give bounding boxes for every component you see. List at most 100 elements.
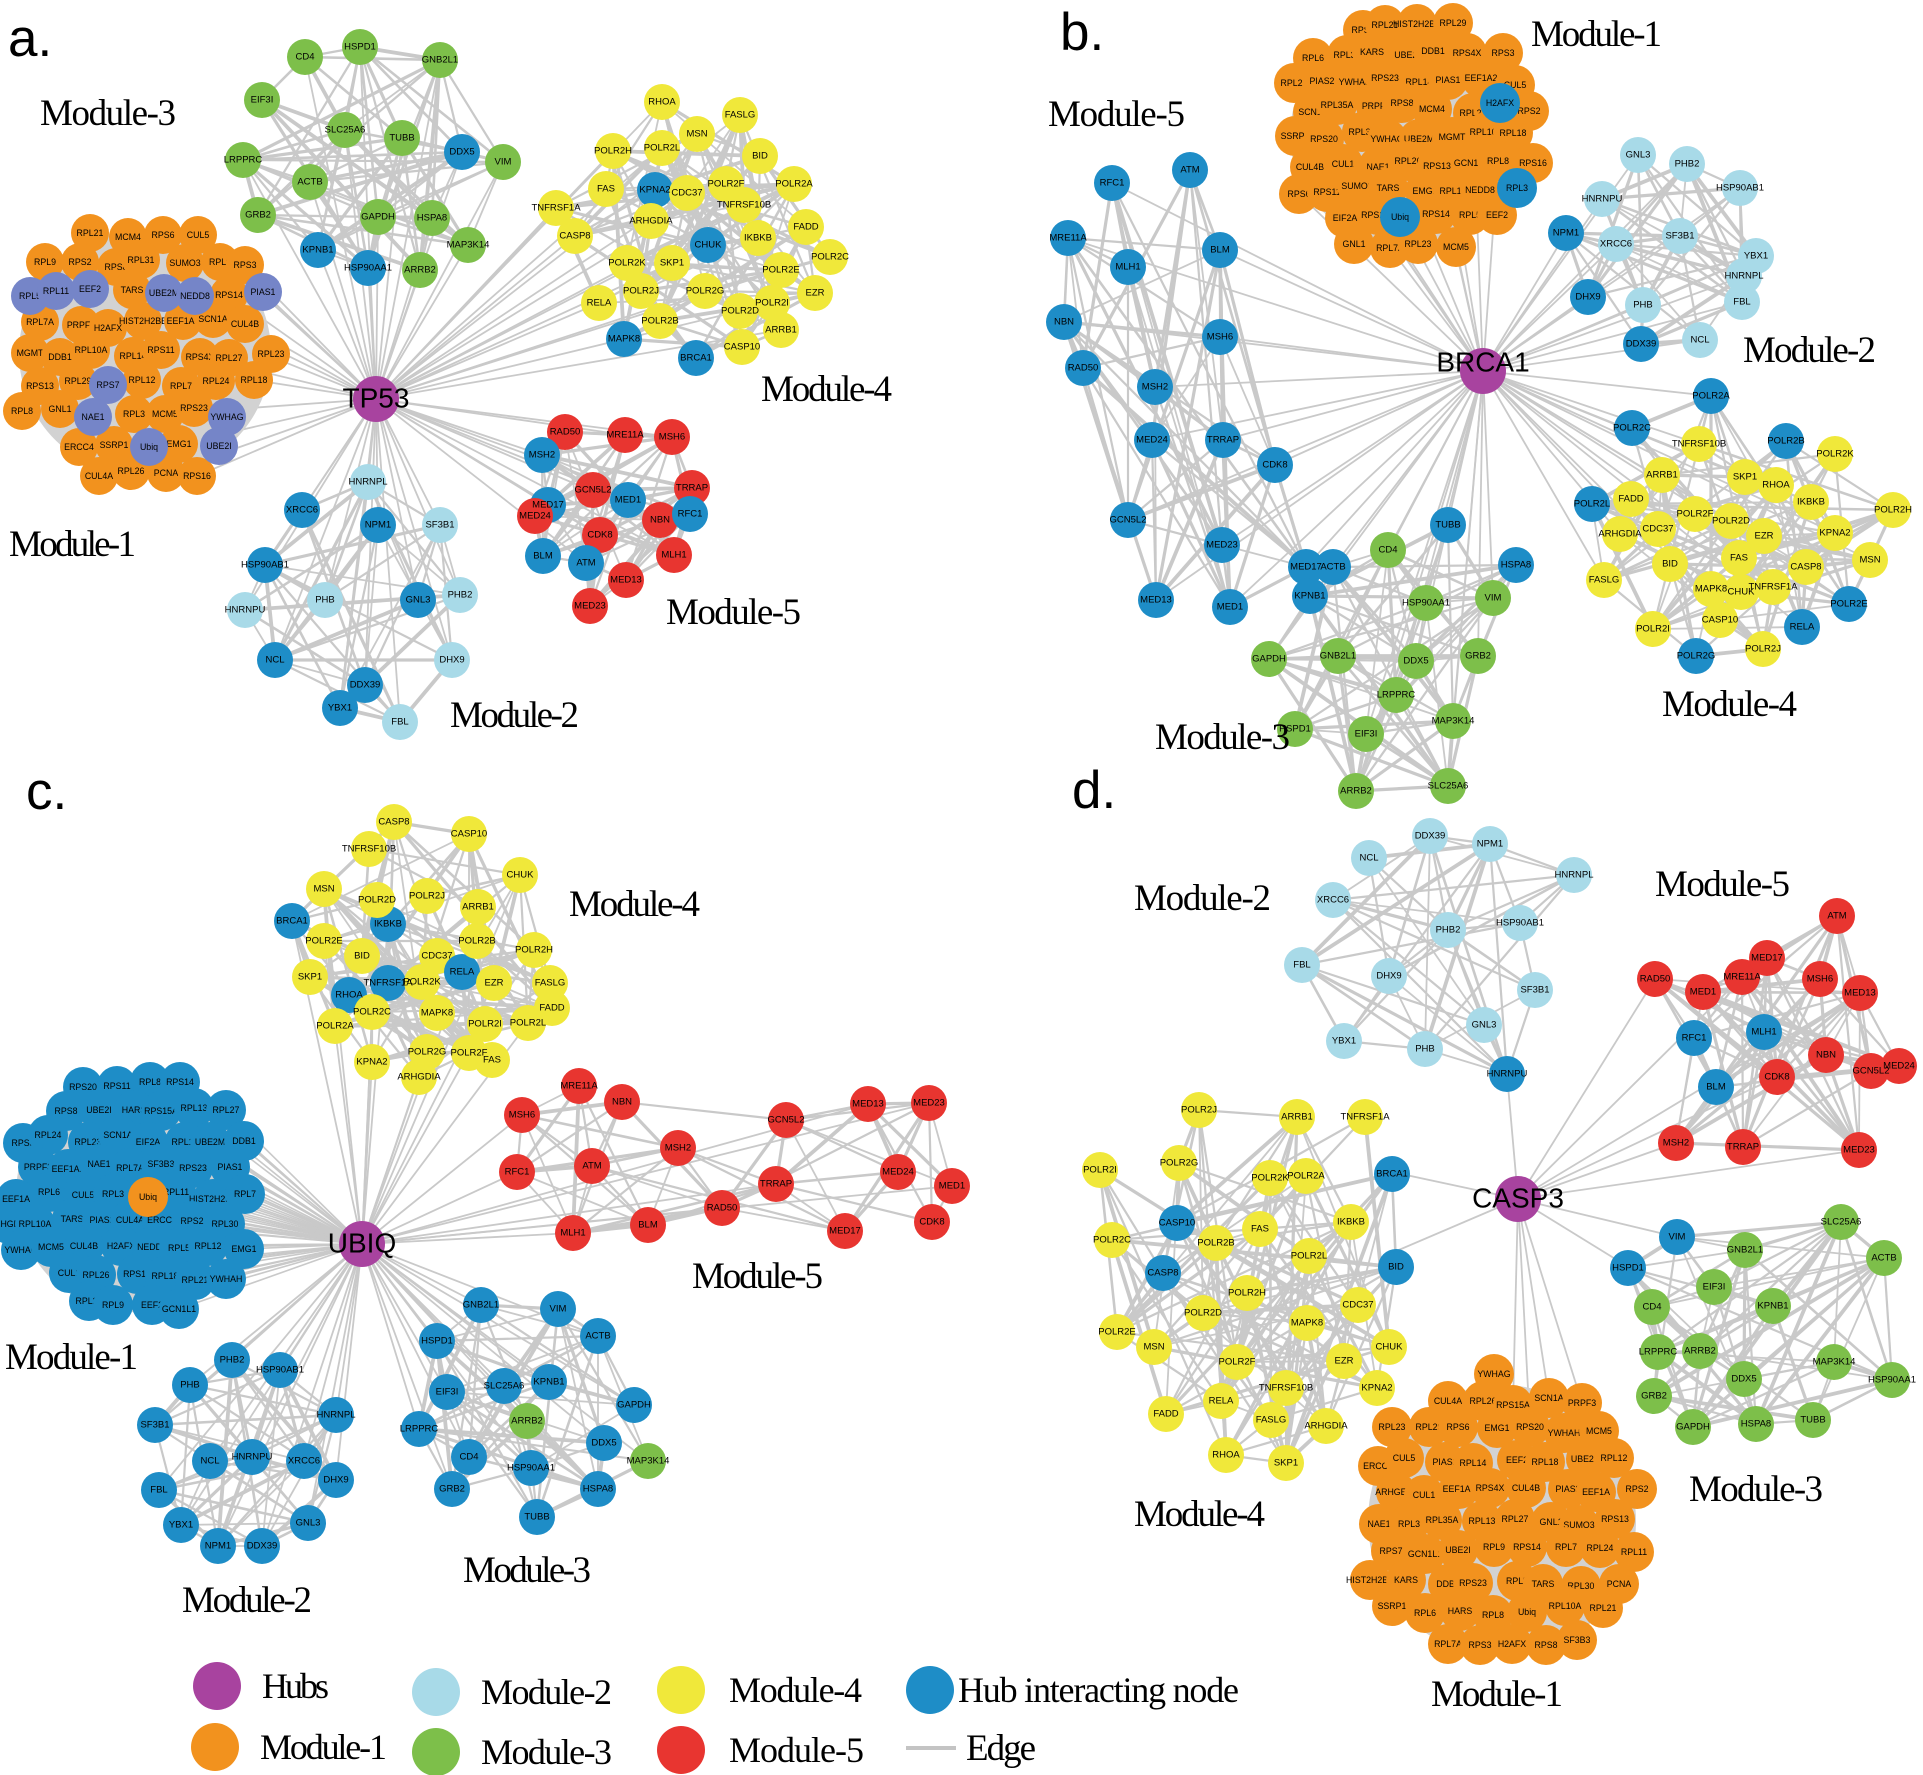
svg-text:MSH2: MSH2	[529, 450, 555, 461]
svg-text:UBE2M: UBE2M	[1571, 1454, 1601, 1464]
svg-text:RPL24: RPL24	[203, 376, 230, 386]
svg-text:PIAS2: PIAS2	[1556, 1484, 1581, 1494]
svg-text:CDC37: CDC37	[1342, 1300, 1373, 1311]
svg-text:GNL1: GNL1	[49, 404, 72, 414]
svg-text:d.: d.	[1072, 761, 1116, 820]
svg-text:RPL35A: RPL35A	[1426, 1515, 1459, 1525]
svg-text:TARS: TARS	[61, 1214, 84, 1224]
svg-text:RPL24: RPL24	[1460, 108, 1487, 118]
svg-text:HNRNPU: HNRNPU	[1582, 194, 1623, 205]
svg-text:RPS13: RPS13	[1423, 161, 1451, 171]
svg-text:SCN1A: SCN1A	[1298, 107, 1327, 117]
svg-text:Module-1: Module-1	[1531, 14, 1662, 55]
svg-text:CDK8: CDK8	[1262, 460, 1287, 471]
svg-text:EMG1: EMG1	[167, 439, 192, 449]
svg-text:FBL: FBL	[1733, 297, 1750, 308]
svg-text:ATM: ATM	[576, 558, 595, 569]
svg-text:MED1: MED1	[615, 495, 641, 506]
svg-text:CASP8: CASP8	[378, 817, 409, 828]
svg-text:MLH1: MLH1	[1751, 1027, 1776, 1038]
svg-text:TNFRSF10B: TNFRSF10B	[1259, 1383, 1313, 1394]
svg-text:Module-4: Module-4	[569, 884, 700, 925]
svg-text:MRE11A: MRE11A	[606, 430, 644, 441]
svg-text:NBN: NBN	[1816, 1050, 1836, 1061]
svg-text:HSPA8: HSPA8	[1501, 560, 1531, 571]
svg-text:CUL4A: CUL4A	[1434, 1396, 1462, 1406]
svg-text:POLR2E: POLR2E	[762, 265, 800, 276]
svg-text:UBE2M: UBE2M	[149, 288, 179, 298]
svg-text:RPS20: RPS20	[69, 1082, 97, 1092]
svg-text:RPL5: RPL5	[1506, 1576, 1528, 1586]
svg-text:PHB: PHB	[315, 595, 335, 606]
svg-text:NCL: NCL	[1359, 853, 1378, 864]
svg-text:CD4: CD4	[1378, 545, 1397, 556]
svg-text:CUL4B: CUL4B	[231, 319, 259, 329]
svg-text:PRPF3: PRPF3	[1362, 101, 1390, 111]
svg-text:CASP8: CASP8	[1790, 562, 1821, 573]
svg-text:TUBB: TUBB	[524, 1512, 549, 1523]
svg-text:RPS4X: RPS4X	[1453, 48, 1482, 58]
svg-text:TNFRSF10B: TNFRSF10B	[1672, 439, 1726, 450]
svg-text:CUL5: CUL5	[187, 230, 210, 240]
svg-text:Edge: Edge	[966, 1728, 1036, 1769]
svg-text:DDX39: DDX39	[1626, 339, 1657, 350]
svg-text:RPL3: RPL3	[1398, 1519, 1420, 1529]
svg-text:RPS14: RPS14	[166, 1077, 194, 1087]
svg-text:Module-3: Module-3	[1689, 1469, 1823, 1510]
svg-text:POLR2J: POLR2J	[1181, 1105, 1217, 1116]
svg-text:GAPDH: GAPDH	[617, 1400, 651, 1411]
svg-text:MRE11A: MRE11A	[560, 1081, 598, 1092]
svg-text:CASP10: CASP10	[1702, 615, 1738, 626]
svg-text:CUL4A: CUL4A	[116, 1215, 144, 1225]
svg-text:RELA: RELA	[1209, 1396, 1234, 1407]
svg-text:DDX5: DDX5	[1731, 1374, 1756, 1385]
svg-text:POLR2C: POLR2C	[1613, 423, 1651, 434]
svg-text:KPNA2: KPNA2	[1361, 1383, 1392, 1394]
svg-text:DDX5: DDX5	[1403, 656, 1428, 667]
svg-text:CHUK: CHUK	[695, 240, 723, 251]
svg-text:HSP90AB1: HSP90AB1	[1496, 918, 1544, 929]
svg-text:XRCC6: XRCC6	[286, 505, 318, 516]
svg-text:NAE1: NAE1	[88, 1159, 111, 1169]
svg-text:NBN: NBN	[1054, 317, 1074, 328]
svg-text:ARHGEF4: ARHGEF4	[0, 1219, 30, 1229]
svg-text:GNB2L1: GNB2L1	[1320, 651, 1356, 662]
svg-text:HSP90AB1: HSP90AB1	[1716, 183, 1764, 194]
svg-text:RPL12: RPL12	[195, 1241, 222, 1251]
svg-text:UBE2I: UBE2I	[206, 441, 231, 451]
svg-text:HSP90AA1: HSP90AA1	[1868, 1375, 1916, 1386]
svg-text:TARS: TARS	[121, 285, 144, 295]
svg-text:POLR2F: POLR2F	[708, 179, 745, 190]
svg-text:H2AFX: H2AFX	[107, 1241, 135, 1251]
svg-text:LRPPRC: LRPPRC	[224, 155, 263, 166]
svg-text:POLR2I: POLR2I	[1636, 624, 1670, 635]
svg-text:SF3B1: SF3B1	[1520, 985, 1549, 996]
svg-text:ERCC4: ERCC4	[1363, 1461, 1393, 1471]
svg-text:KPNB1: KPNB1	[533, 1377, 564, 1388]
svg-text:FAS: FAS	[483, 1055, 501, 1066]
svg-text:EEF1A2: EEF1A2	[1443, 1484, 1476, 1494]
svg-text:RPS20: RPS20	[1310, 134, 1338, 144]
svg-text:CUL5: CUL5	[72, 1190, 95, 1200]
svg-text:POLR2I: POLR2I	[755, 298, 789, 309]
svg-text:HSP90AB1: HSP90AB1	[256, 1365, 304, 1376]
svg-text:RAD50: RAD50	[1068, 363, 1099, 374]
svg-text:RPS3: RPS3	[12, 1138, 35, 1148]
svg-text:RPL10A: RPL10A	[1549, 1601, 1582, 1611]
svg-text:BRCA1: BRCA1	[276, 916, 308, 927]
svg-text:SSRP1: SSRP1	[100, 440, 129, 450]
svg-text:ARHGDIA: ARHGDIA	[1598, 529, 1642, 540]
svg-text:EIF2A: EIF2A	[1333, 213, 1358, 223]
svg-text:RELA: RELA	[450, 967, 475, 978]
svg-text:MED13: MED13	[852, 1099, 884, 1110]
svg-text:HSPD1: HSPD1	[421, 1336, 453, 1347]
svg-text:KARS: KARS	[1360, 47, 1384, 57]
svg-text:KPNA2: KPNA2	[639, 185, 670, 196]
svg-text:CUL1: CUL1	[58, 1268, 81, 1278]
svg-text:RPL23: RPL23	[75, 1137, 102, 1147]
svg-text:DDB1: DDB1	[232, 1136, 256, 1146]
svg-text:RPL23: RPL23	[1379, 1422, 1406, 1432]
svg-text:MSH6: MSH6	[1207, 332, 1233, 343]
svg-text:MCM5: MCM5	[38, 1242, 64, 1252]
svg-text:RPS4X: RPS4X	[1476, 1483, 1505, 1493]
